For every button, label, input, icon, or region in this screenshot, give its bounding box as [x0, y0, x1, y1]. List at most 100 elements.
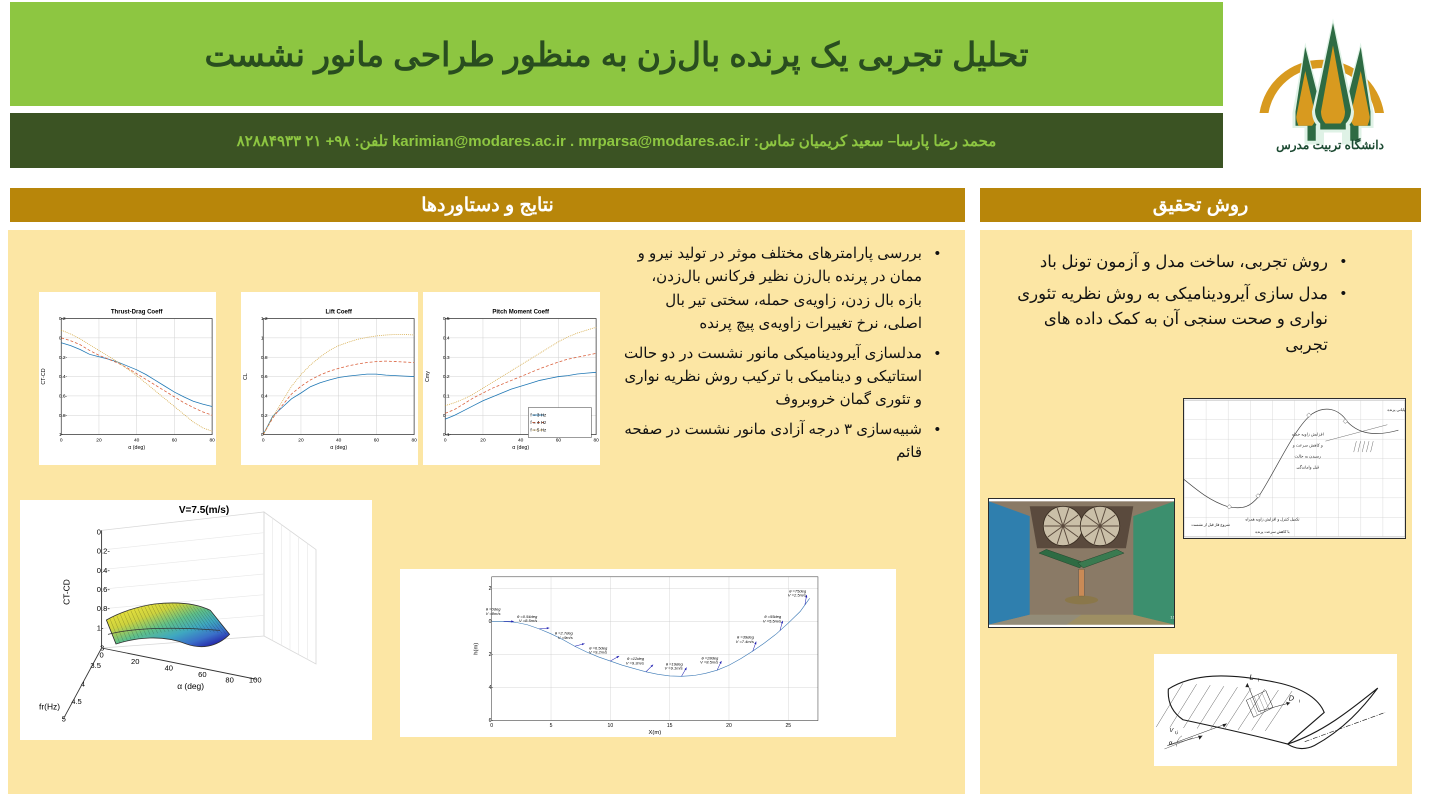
svg-text:X(m): X(m): [648, 730, 661, 736]
svg-text:10: 10: [608, 723, 614, 729]
svg-text:V =2.5m/s: V =2.5m/s: [788, 593, 806, 598]
svg-text:-0.4: -0.4: [59, 374, 68, 380]
svg-text:-1: -1: [97, 623, 104, 632]
svg-text:f = 5 Hz: f = 5 Hz: [530, 428, 547, 433]
svg-text:CT-CD: CT-CD: [62, 579, 72, 605]
svg-text:V =8.5m/s: V =8.5m/s: [519, 618, 537, 623]
svg-text:0: 0: [444, 437, 447, 443]
svg-text:0: 0: [262, 437, 265, 443]
svg-text:-0.1: -0.1: [443, 432, 452, 438]
svg-text:Pitch Moment Coeff: Pitch Moment Coeff: [492, 310, 550, 316]
svg-text:قبل واماندگی: قبل واماندگی: [1296, 465, 1319, 470]
svg-text:-0.8: -0.8: [97, 604, 111, 613]
svg-text:2: 2: [489, 586, 492, 592]
svg-text:0: 0: [99, 651, 103, 660]
svg-text:0.4: 0.4: [443, 335, 450, 341]
svg-text:5: 5: [550, 723, 553, 729]
svg-text:60: 60: [374, 437, 380, 443]
svg-text:تکمیل کنترل و افزایش زاویه همر: تکمیل کنترل و افزایش زاویه همراه: [1245, 516, 1299, 521]
svg-text:L: L: [1250, 672, 1254, 681]
svg-text:V =7.4m/s: V =7.4m/s: [736, 639, 754, 644]
svg-text:20: 20: [131, 657, 139, 666]
svg-text:60: 60: [198, 670, 206, 679]
svg-text:f = 3 Hz: f = 3 Hz: [530, 413, 547, 418]
svg-text:V =9.3m/s: V =9.3m/s: [626, 660, 644, 665]
svg-text:0.2: 0.2: [443, 374, 450, 380]
svg-text:α (deg): α (deg): [128, 445, 145, 451]
svg-text:-0.4: -0.4: [97, 566, 111, 575]
svg-text:-0.6: -0.6: [59, 394, 68, 400]
svg-text:V =8m/s: V =8m/s: [486, 611, 501, 616]
svg-text:شروع فاز قبل از نشست: شروع فاز قبل از نشست: [1191, 522, 1230, 527]
svg-text:100: 100: [249, 675, 262, 684]
svg-text:-2: -2: [489, 652, 494, 658]
svg-text:80: 80: [411, 437, 417, 443]
svg-text:80: 80: [593, 437, 599, 443]
svg-text:80: 80: [225, 675, 233, 684]
svg-text:fr(Hz): fr(Hz): [39, 702, 60, 712]
svg-text:0: 0: [60, 437, 63, 443]
svg-text:0: 0: [489, 619, 492, 625]
svg-text:0.2: 0.2: [261, 413, 268, 419]
svg-text:فازپایانی پرنده: فازپایانی پرنده: [1387, 407, 1405, 412]
svg-text:i: i: [1176, 743, 1177, 748]
svg-text:-0.8: -0.8: [59, 413, 68, 419]
svg-text:Thrust-Drag Coeff: Thrust-Drag Coeff: [111, 310, 164, 316]
svg-text:V =9.2m/s: V =9.2m/s: [589, 650, 607, 655]
svg-text:0.3: 0.3: [443, 355, 450, 361]
svg-text:60: 60: [556, 437, 562, 443]
svg-text:-0.2: -0.2: [59, 355, 68, 361]
svg-text:افزایش زاویه حمله: افزایش زاویه حمله: [1292, 432, 1324, 437]
svg-text:20: 20: [298, 437, 304, 443]
svg-text:40: 40: [518, 437, 524, 443]
svg-text:-6: -6: [489, 718, 494, 724]
svg-text:α (deg): α (deg): [512, 445, 529, 451]
svg-text:رسیدن به حالت: رسیدن به حالت: [1295, 454, 1321, 459]
svg-text:25: 25: [785, 723, 791, 729]
svg-text:V =9m/s: V =9m/s: [558, 635, 573, 640]
svg-text:0.5: 0.5: [443, 316, 450, 322]
svg-text:40: 40: [165, 663, 173, 672]
svg-text:i: i: [1299, 699, 1300, 705]
svg-text:Lift Coeff: Lift Coeff: [325, 310, 352, 316]
svg-text:CT-CD: CT-CD: [41, 368, 47, 384]
svg-text:2020/11/25 15:56: 2020/11/25 15:56: [1170, 616, 1174, 621]
svg-text:با کاهش سرعت پرنده: با کاهش سرعت پرنده: [1255, 529, 1289, 534]
svg-text:V =8.5m/s: V =8.5m/s: [700, 660, 718, 665]
svg-text:و کاهش سرعت و: و کاهش سرعت و: [1292, 443, 1323, 448]
svg-text:0.6: 0.6: [261, 374, 268, 380]
svg-text:i: i: [1258, 677, 1259, 683]
svg-text:20: 20: [480, 437, 486, 443]
svg-text:0.4: 0.4: [261, 394, 268, 400]
svg-text:D: D: [1289, 694, 1295, 703]
svg-text:1: 1: [261, 335, 264, 341]
svg-text:0.8: 0.8: [261, 355, 268, 361]
svg-text:0: 0: [443, 413, 446, 419]
svg-text:0: 0: [59, 335, 62, 341]
svg-text:α (deg): α (deg): [330, 445, 347, 451]
svg-text:CL: CL: [243, 373, 249, 380]
svg-text:-4: -4: [489, 685, 494, 691]
svg-text:V: V: [1169, 728, 1174, 734]
svg-text:40: 40: [134, 437, 140, 443]
svg-text:Cmy: Cmy: [425, 371, 431, 382]
svg-text:1.2: 1.2: [261, 316, 268, 322]
svg-text:V =5.5m/s: V =5.5m/s: [763, 618, 781, 623]
svg-text:0.2: 0.2: [59, 316, 66, 322]
svg-text:α (deg): α (deg): [177, 681, 204, 691]
svg-text:-1: -1: [59, 432, 64, 438]
svg-text:V=7.5(m/s): V=7.5(m/s): [179, 505, 229, 516]
svg-text:V =9.1m/s: V =9.1m/s: [664, 666, 682, 671]
svg-text:f = 4 Hz: f = 4 Hz: [530, 420, 547, 425]
svg-text:0: 0: [261, 432, 264, 438]
svg-text:80: 80: [209, 437, 215, 443]
svg-text:40: 40: [336, 437, 342, 443]
svg-text:-0.2: -0.2: [97, 547, 111, 556]
svg-text:0.1: 0.1: [443, 394, 450, 400]
svg-text:-0.6: -0.6: [97, 585, 111, 594]
svg-text:60: 60: [172, 437, 178, 443]
svg-text:r,i: r,i: [1175, 730, 1178, 735]
svg-text:20: 20: [726, 723, 732, 729]
svg-text:h(m): h(m): [474, 643, 480, 655]
svg-text:15: 15: [667, 723, 673, 729]
